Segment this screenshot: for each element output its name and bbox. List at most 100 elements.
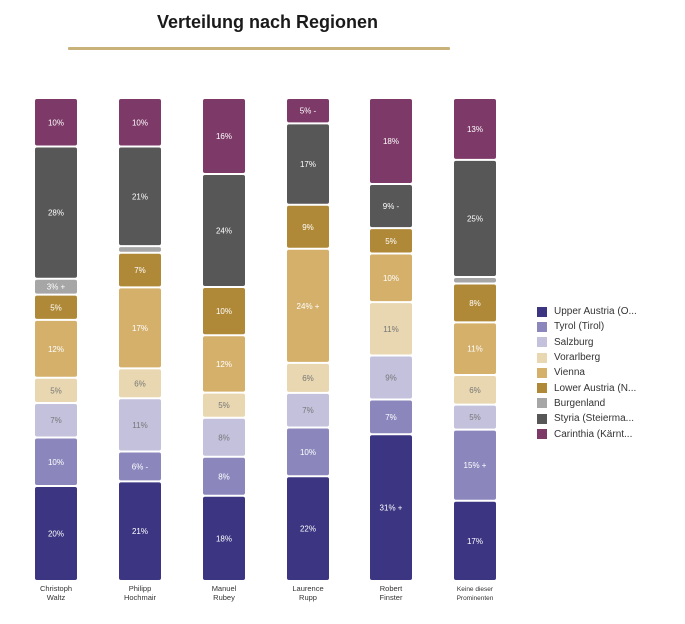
legend: Upper Austria (O... Tyrol (Tirol) Salzburg…	[537, 304, 637, 442]
legend-label: Salzburg	[554, 336, 594, 348]
category-label: Laurence	[292, 584, 323, 593]
data-label: 6%	[469, 386, 481, 395]
bar-segment	[35, 295, 77, 319]
category-label: Hochmair	[124, 593, 157, 602]
data-label: 18%	[383, 137, 399, 146]
bar-segment	[119, 247, 161, 252]
bar-segment	[35, 320, 77, 377]
category-label: Rubey	[213, 593, 235, 602]
bar-segment	[203, 457, 245, 495]
data-label: 20%	[48, 530, 64, 539]
category-label: Philipp	[129, 584, 152, 593]
legend-label: Lower Austria (N...	[554, 382, 637, 394]
data-label: 8%	[218, 433, 230, 442]
legend-item: Upper Austria (O...	[537, 304, 637, 319]
data-label: 6% -	[132, 462, 149, 471]
legend-item: Vienna	[537, 365, 637, 380]
bar-segment	[119, 99, 161, 146]
data-label: 5% -	[300, 107, 317, 116]
legend-swatch	[537, 321, 547, 332]
data-label: 7%	[302, 406, 314, 415]
chart-title: Verteilung nach Regionen	[156, 12, 379, 32]
bar-segment	[287, 393, 329, 427]
bar-segment	[119, 482, 161, 580]
category-label: Keine dieser	[457, 586, 494, 593]
data-label: 7%	[385, 413, 397, 422]
legend-swatch	[537, 429, 547, 440]
legend-item: Burgenland	[537, 396, 637, 411]
data-label: 21%	[132, 527, 148, 536]
bar-segment	[287, 249, 329, 362]
legend-label: Carinthia (Kärnt...	[554, 428, 633, 440]
data-label: 5%	[50, 386, 62, 395]
data-label: 24%	[216, 226, 232, 235]
legend-label: Vienna	[554, 367, 585, 379]
bar-segment	[370, 254, 412, 302]
bar-segment	[287, 477, 329, 580]
legend-item: Salzburg	[537, 335, 637, 350]
bar-segment	[203, 99, 245, 173]
bar-segment	[370, 303, 412, 355]
data-label: 18%	[216, 534, 232, 543]
bar-segment	[370, 356, 412, 399]
bar-segment	[119, 147, 161, 246]
bar-segment	[287, 428, 329, 476]
bar-segment	[454, 99, 496, 159]
data-label: 22%	[300, 525, 316, 534]
data-label: 28%	[48, 209, 64, 218]
data-label: 11%	[467, 345, 482, 354]
data-label: 7%	[134, 266, 146, 275]
data-label: 8%	[218, 472, 230, 481]
data-label: 17%	[300, 160, 316, 169]
data-label: 9%	[302, 223, 314, 232]
data-label: 10%	[216, 307, 232, 316]
legend-item: Vorarlberg	[537, 350, 637, 365]
data-label: 9% -	[383, 202, 400, 211]
data-label: 9%	[385, 374, 397, 383]
bar-segment	[287, 205, 329, 248]
legend-swatch	[537, 306, 547, 317]
bar-segment	[119, 369, 161, 398]
legend-swatch	[537, 398, 547, 409]
data-label: 12%	[48, 345, 64, 354]
bar-segment	[35, 279, 77, 294]
category-label: Waltz	[47, 593, 66, 602]
bar-segment	[203, 174, 245, 286]
legend-label: Styria (Steierma...	[554, 413, 635, 425]
bar-segment	[370, 99, 412, 184]
data-label: 6%	[134, 379, 146, 388]
data-label: 13%	[467, 125, 483, 134]
bar-segment	[370, 435, 412, 580]
legend-label: Burgenland	[554, 397, 606, 409]
data-label: 10%	[48, 118, 64, 127]
bar-segment	[370, 400, 412, 434]
bar-segment	[454, 160, 496, 276]
bar-segment	[119, 399, 161, 451]
data-label: 5%	[385, 237, 397, 246]
data-label: 17%	[132, 324, 148, 333]
category-label: Finster	[380, 593, 403, 602]
legend-swatch	[537, 352, 547, 363]
bar-segment	[370, 185, 412, 228]
bar-segment	[119, 253, 161, 287]
bar-segment	[203, 496, 245, 580]
data-label: 17%	[467, 537, 483, 546]
bar-segment	[203, 418, 245, 456]
category-label: Manuel	[212, 584, 237, 593]
data-label: 10%	[383, 274, 399, 283]
legend-swatch	[537, 367, 547, 378]
category-label: Prominenten	[457, 595, 494, 602]
data-label: 12%	[216, 360, 232, 369]
data-label: 15% +	[464, 461, 487, 470]
bar-segment	[203, 393, 245, 417]
title-underline	[68, 47, 450, 50]
data-label: 8%	[469, 299, 481, 308]
category-label: Rupp	[299, 593, 317, 602]
data-label: 5%	[469, 413, 481, 422]
data-label: 6%	[302, 374, 314, 383]
legend-item: Lower Austria (N...	[537, 380, 637, 395]
data-label: 25%	[467, 214, 483, 223]
category-label: Christoph	[40, 584, 72, 593]
bar-segment	[35, 487, 77, 580]
